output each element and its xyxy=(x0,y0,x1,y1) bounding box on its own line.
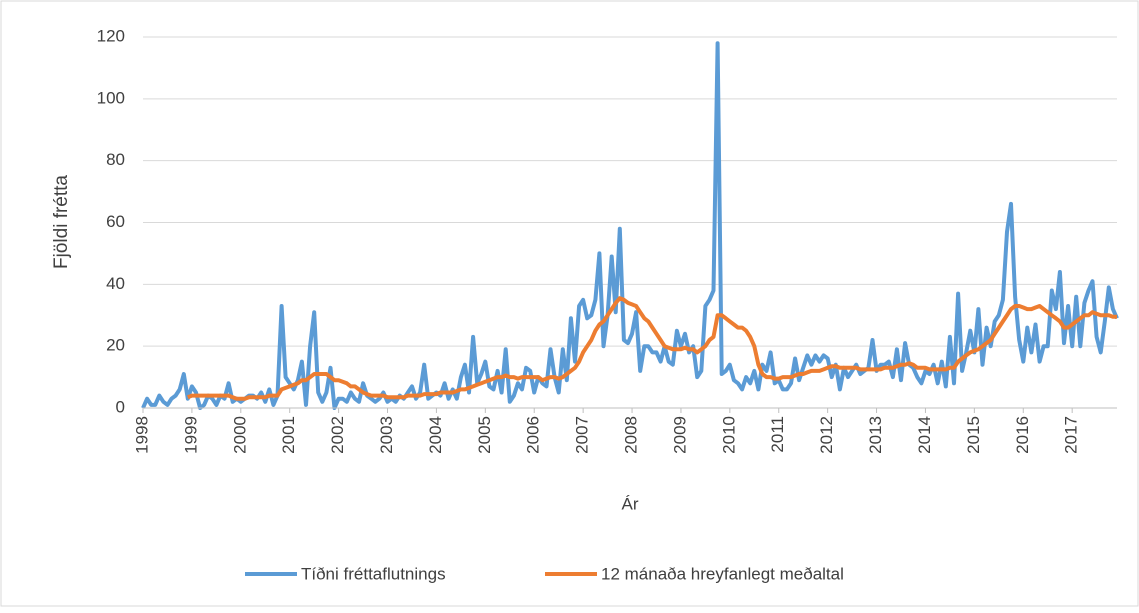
x-tick-label: 2010 xyxy=(719,416,738,454)
y-tick-label: 120 xyxy=(97,26,125,45)
x-tick-label: 2015 xyxy=(964,416,983,454)
x-tick-label: 2016 xyxy=(1013,416,1032,454)
x-tick-label: 2014 xyxy=(915,416,934,454)
x-tick-label: 2007 xyxy=(573,416,592,454)
legend-label: Tíðni fréttaflutnings xyxy=(301,564,446,583)
x-tick-label: 2006 xyxy=(524,416,543,454)
y-tick-label: 100 xyxy=(97,88,125,107)
x-tick-label: 2001 xyxy=(279,416,298,454)
x-axis-label: Ár xyxy=(622,494,639,513)
x-tick-label: 2017 xyxy=(1062,416,1081,454)
y-tick-label: 40 xyxy=(106,274,125,293)
x-tick-label: 2008 xyxy=(622,416,641,454)
y-tick-label: 60 xyxy=(106,212,125,231)
x-tick-label: 2003 xyxy=(377,416,396,454)
x-tick-label: 2011 xyxy=(768,416,787,453)
x-tick-label: 1998 xyxy=(132,416,151,454)
y-tick-label: 20 xyxy=(106,336,125,355)
y-axis-label: Fjöldi frétta xyxy=(51,175,72,269)
x-tick-label: 1999 xyxy=(181,416,200,454)
y-tick-label: 0 xyxy=(116,397,125,416)
x-tick-label: 2000 xyxy=(230,416,249,454)
x-tick-label: 2009 xyxy=(670,416,689,454)
x-tick-label: 2004 xyxy=(426,416,445,454)
x-tick-label: 2005 xyxy=(475,416,494,454)
series-line xyxy=(187,296,1117,401)
legend-label: 12 mánaða hreyfanlegt meðaltal xyxy=(601,564,844,583)
x-tick-label: 2013 xyxy=(866,416,885,454)
x-tick-label: 2002 xyxy=(328,416,347,454)
y-tick-label: 80 xyxy=(106,150,125,169)
x-tick-label: 2012 xyxy=(817,416,836,454)
